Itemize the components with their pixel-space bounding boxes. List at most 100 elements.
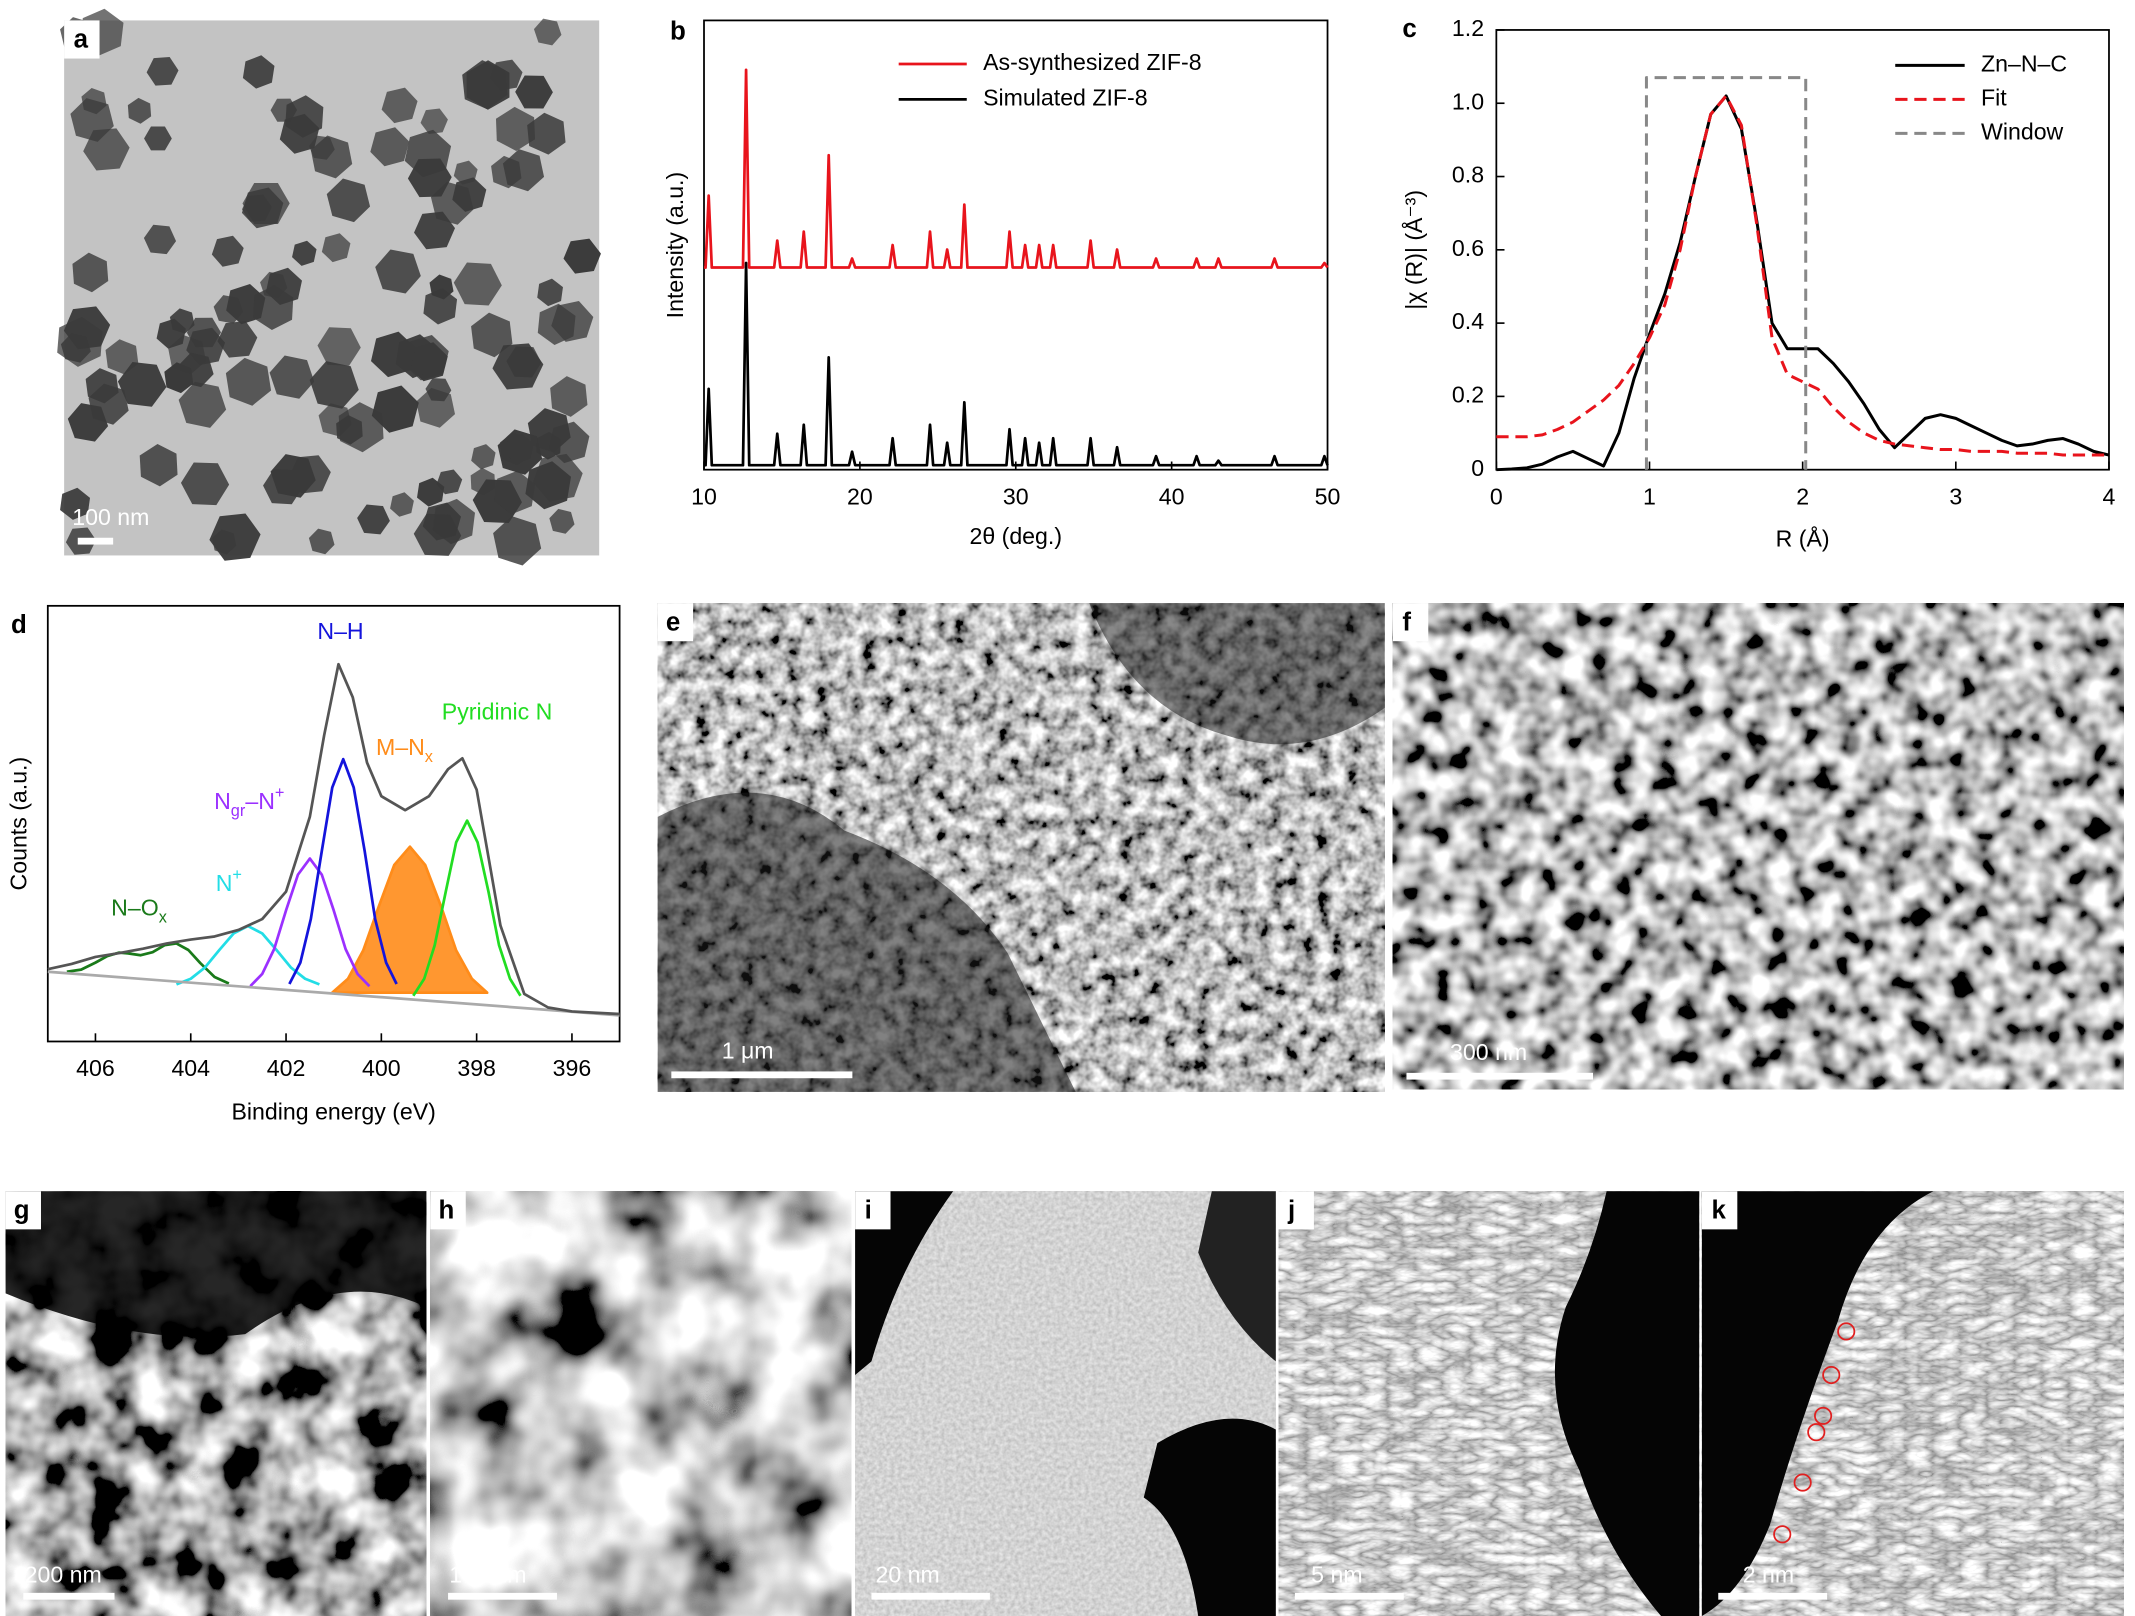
legend-label: As-synthesized ZIF-8 — [983, 49, 1201, 75]
shadow — [5, 1191, 427, 1337]
particle — [504, 434, 534, 464]
particle — [269, 355, 315, 399]
x-tick-label: 398 — [457, 1055, 496, 1081]
plot-frame — [1495, 29, 2110, 471]
particle — [471, 312, 513, 358]
label-part: N–O — [111, 895, 159, 921]
label-part: –N — [245, 788, 275, 814]
panel-letter: d — [11, 611, 27, 639]
label-part: gr — [231, 803, 246, 821]
panel-letter: j — [1287, 1196, 1295, 1224]
micrograph-e: 1 μm e — [657, 603, 1385, 1092]
particle — [492, 343, 544, 390]
particle — [225, 357, 272, 406]
shadow — [855, 1191, 954, 1376]
shadow — [1198, 1191, 1276, 1362]
series-label: N–H — [317, 618, 363, 644]
scale-bar — [671, 1071, 853, 1079]
x-tick-label: 404 — [171, 1055, 210, 1081]
panel-letter: f — [1402, 608, 1411, 636]
particle — [317, 327, 361, 366]
particle — [453, 262, 502, 306]
label-part: M–N — [376, 734, 425, 760]
micrograph-g: 200 nm g — [5, 1191, 427, 1616]
atom-marker — [1837, 1322, 1856, 1341]
scale-bar-label: 100 nm — [72, 504, 149, 530]
particle — [533, 453, 583, 502]
series-label: N+ — [216, 866, 242, 896]
particle — [414, 211, 455, 250]
particle — [139, 443, 178, 487]
particle — [168, 335, 206, 375]
image — [1392, 603, 2124, 1090]
particle — [533, 18, 562, 46]
series-label: N–Ox — [111, 895, 167, 927]
atom-marker — [1807, 1423, 1826, 1442]
particle — [413, 513, 462, 556]
line — [47, 662, 620, 1016]
x-tick-label: 406 — [76, 1055, 115, 1081]
image — [430, 1191, 852, 1616]
particle — [212, 529, 237, 555]
particle — [549, 508, 575, 534]
particle — [563, 238, 601, 274]
scale-bar-label: 20 nm — [876, 1562, 940, 1588]
panel-letter: b — [670, 18, 686, 46]
particle — [493, 470, 536, 515]
shadow — [1554, 1191, 1700, 1616]
legend-label: Fit — [1981, 84, 2007, 110]
label-part: N — [216, 870, 233, 896]
x-tick-label: 0 — [1490, 483, 1503, 509]
panel-letter-box — [1701, 1191, 1738, 1230]
particle — [253, 285, 294, 331]
particle — [471, 444, 496, 470]
particle — [70, 98, 114, 142]
label-part: x — [425, 748, 433, 766]
micrograph-j: 5 nm j — [1278, 1191, 1700, 1616]
panel-letter: h — [439, 1196, 455, 1224]
particle — [493, 516, 542, 566]
particle — [117, 362, 167, 407]
series-label: M–Nx — [376, 734, 433, 766]
legend-label: Window — [1981, 119, 2064, 145]
micrograph-k: 2 nm k — [1701, 1191, 2124, 1616]
series-label: Ngr–N+ — [214, 785, 284, 821]
y-tick-label: 0.4 — [1452, 308, 1484, 334]
label-part: N — [214, 788, 231, 814]
x-tick-label: 400 — [362, 1055, 401, 1081]
particle — [180, 462, 230, 506]
label-part: + — [232, 866, 242, 884]
particle — [213, 295, 244, 324]
scale-bar — [1294, 1592, 1404, 1600]
particle — [63, 306, 111, 350]
particle — [211, 235, 244, 267]
x-tick-label: 30 — [1003, 483, 1029, 509]
particle — [537, 303, 576, 345]
y-tick-label: 1.0 — [1452, 88, 1484, 114]
particle — [370, 127, 410, 167]
atom-marker — [1814, 1406, 1833, 1425]
panel-letter: g — [14, 1196, 30, 1224]
scale-bar — [23, 1592, 115, 1600]
particle — [495, 106, 536, 151]
scale-bar — [448, 1592, 557, 1600]
panel-letter: k — [1711, 1196, 1726, 1224]
y-tick-label: 0.8 — [1452, 162, 1484, 188]
y-tick-label: 0 — [1471, 455, 1484, 481]
legend-label: Zn–N–C — [1981, 50, 2067, 76]
particle — [310, 135, 353, 179]
particle — [416, 387, 455, 428]
particle — [326, 178, 371, 223]
line — [1496, 94, 2110, 472]
scale-bar — [1406, 1072, 1594, 1080]
scale-bar-label: 2 nm — [1743, 1562, 1794, 1588]
x-tick-label: 40 — [1159, 483, 1185, 509]
x-axis-label: 2θ (deg.) — [969, 523, 1062, 549]
particle — [490, 59, 523, 91]
particle — [146, 57, 179, 86]
atom-marker — [1773, 1525, 1792, 1544]
particle — [515, 75, 553, 109]
shadow — [1143, 1418, 1276, 1616]
scale-bar-label: 100 nm — [449, 1562, 526, 1588]
particle — [357, 504, 390, 535]
